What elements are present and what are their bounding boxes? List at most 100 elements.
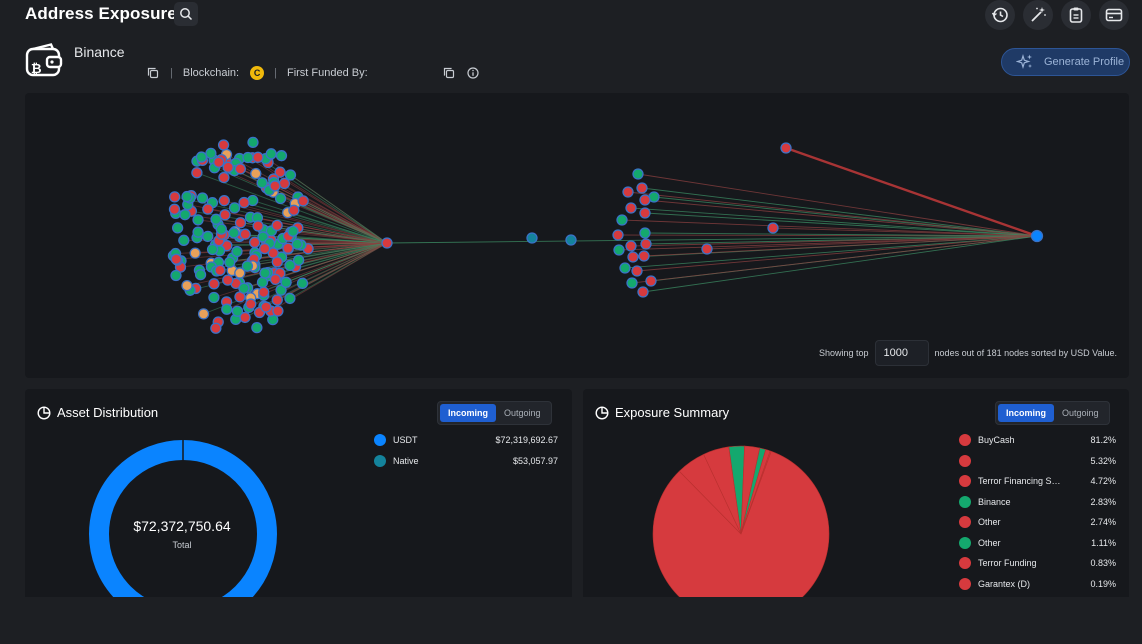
graph-node (195, 151, 208, 163)
outgoing-tab[interactable]: Outgoing (1062, 408, 1099, 418)
graph-node (210, 322, 222, 334)
legend-value: 81.2% (1090, 435, 1116, 445)
history-button[interactable] (985, 0, 1015, 30)
graph-edge (295, 203, 388, 244)
legend-name: Terror Financing S… (978, 476, 1061, 486)
graph-node (565, 234, 577, 246)
legend-dot (959, 434, 971, 446)
graph-node (222, 274, 234, 286)
graph-node (196, 192, 209, 204)
legend-value: 0.83% (1090, 558, 1116, 568)
asset-distribution-heading: Asset Distribution (57, 405, 159, 420)
graph-node (206, 243, 219, 256)
graph-edge (248, 242, 388, 308)
svg-text:₿: ₿ (31, 61, 42, 76)
graph-edge (277, 242, 388, 301)
graph-node (205, 147, 217, 160)
transaction-graph[interactable]: Showing top nodes out of 181 nodes sorte… (25, 93, 1129, 378)
graph-canvas[interactable] (25, 93, 1129, 378)
exposure-summary-title: Exposure Summary (595, 405, 729, 420)
legend-item: Native (374, 454, 419, 468)
graph-node (238, 282, 250, 294)
incoming-tab[interactable]: Incoming (440, 404, 496, 422)
graph-node (639, 194, 651, 206)
graph-node (202, 203, 214, 215)
asset-distribution-card: Asset Distribution Incoming Outgoing $72… (25, 389, 572, 609)
node-limit-input[interactable] (874, 340, 929, 366)
legend-item: USDT (374, 433, 418, 447)
graph-edge (706, 235, 1038, 250)
legend-dot (374, 455, 386, 467)
graph-node (258, 242, 271, 255)
info-button[interactable] (466, 66, 480, 80)
outgoing-tab[interactable]: Outgoing (504, 408, 541, 418)
graph-node (181, 190, 193, 203)
legend-value: 4.72% (1090, 476, 1116, 486)
magic-wand-button[interactable] (1023, 0, 1053, 30)
blockchain-label: Blockchain: (182, 67, 240, 79)
legend-value: $53,057.97 (512, 456, 558, 466)
exposure-pie-chart (652, 445, 830, 609)
sparkles-icon (1016, 53, 1032, 70)
graph-node (645, 275, 657, 287)
legend-value: 2.74% (1090, 517, 1116, 527)
graph-node (179, 209, 191, 221)
clipboard-button[interactable] (1061, 0, 1091, 30)
exposure-summary-card: Exposure Summary Incoming Outgoing BuyCa… (583, 389, 1129, 609)
graph-node (627, 251, 639, 263)
copy-address-button[interactable] (146, 66, 160, 80)
graph-node (247, 136, 259, 149)
graph-node (170, 253, 182, 265)
graph-node (275, 284, 287, 296)
graph-node (191, 167, 203, 179)
generate-profile-button[interactable]: Generate Profile (1001, 48, 1130, 76)
asset-direction-toggle: Incoming Outgoing (437, 401, 552, 425)
graph-node (241, 260, 254, 272)
graph-node (640, 238, 652, 250)
legend-value: 0.19% (1090, 578, 1116, 589)
legend-name: Other (978, 517, 1001, 527)
copy-funder-button[interactable] (442, 66, 456, 80)
graph-node (214, 264, 226, 277)
graph-edge (785, 146, 1038, 238)
address-meta: | Blockchain: C | First Funded By: (146, 65, 480, 81)
graph-node (292, 254, 305, 266)
graph-node (780, 142, 792, 154)
graph-edge (644, 212, 1038, 237)
first-funded-label: First Funded By: (286, 67, 368, 79)
graph-node (259, 267, 271, 279)
graph-node (625, 240, 637, 252)
graph-node (284, 292, 296, 305)
graph-node (632, 168, 644, 180)
graph-node (228, 202, 241, 214)
search-button[interactable] (174, 2, 198, 26)
legend-item: Other (959, 536, 1001, 550)
legend-name: Other (978, 537, 1001, 548)
graph-node (288, 204, 300, 216)
info-icon (467, 67, 479, 79)
graph-node (637, 286, 649, 298)
graph-node (256, 276, 269, 288)
pie-chart-icon (37, 405, 51, 420)
exposure-summary-heading: Exposure Summary (615, 405, 730, 420)
graph-node (234, 217, 247, 229)
legend-item: Terror Funding (959, 556, 1037, 570)
graph-node (631, 265, 643, 277)
graph-node (636, 182, 648, 194)
graph-node (170, 269, 182, 282)
graph-node (526, 232, 538, 244)
graph-edge (247, 157, 388, 244)
graph-node (260, 301, 272, 313)
graph-node (638, 250, 650, 262)
graph-node (231, 245, 243, 258)
graph-node (256, 177, 268, 189)
incoming-tab[interactable]: Incoming (998, 404, 1054, 422)
copy-icon (147, 67, 159, 79)
graph-node (194, 269, 207, 281)
asset-donut-chart (89, 439, 277, 609)
card-button[interactable] (1099, 0, 1129, 30)
legend-item: Terror Financing S… (959, 474, 1061, 488)
legend-dot (959, 557, 971, 569)
graph-node (639, 207, 651, 219)
pie-chart-icon (595, 405, 609, 420)
